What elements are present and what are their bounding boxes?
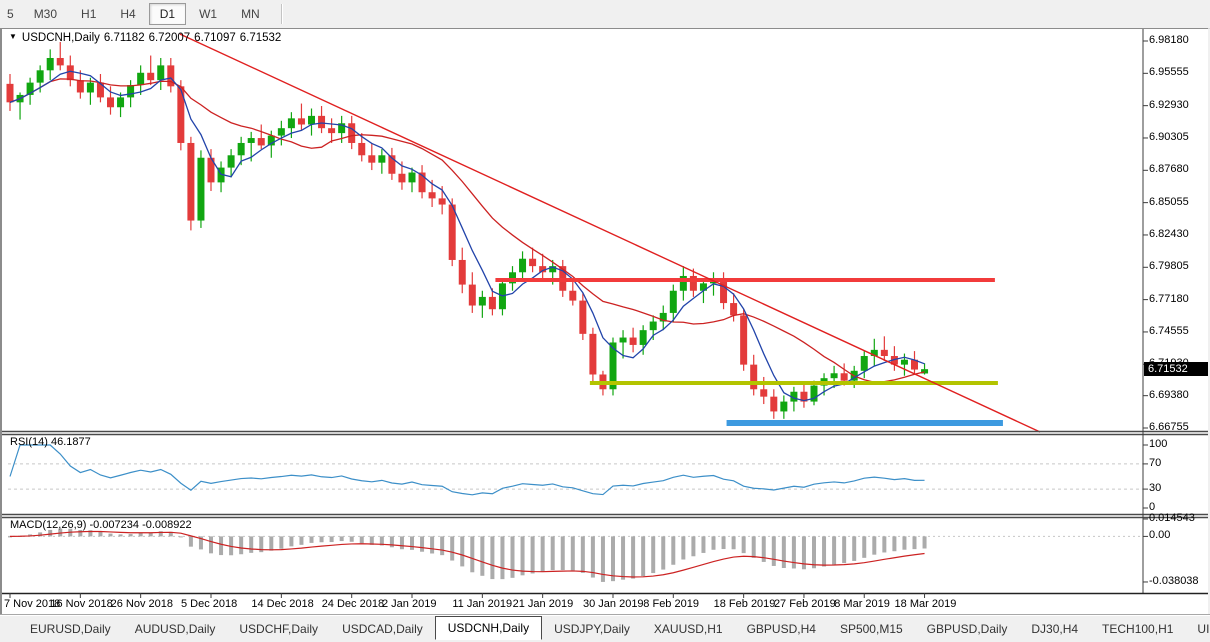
chart-tab-gbpusd-h4[interactable]: GBPUSD,H4 [746, 622, 816, 636]
timeframe-button-mn[interactable]: MN [241, 7, 260, 21]
date-axis-label: 26 Nov 2018 [110, 598, 174, 610]
chart-tab-usdcad-daily[interactable]: USDCAD,Daily [342, 622, 423, 636]
ohlc-low: 6.71097 [194, 32, 236, 44]
rsi-axis-label: 100 [1149, 438, 1168, 450]
chart-tab-sp500-m15[interactable]: SP500,M15 [839, 622, 903, 636]
chart-window: ▼ USDCNH,Daily 6.71182 6.72007 6.71097 6.7153… [0, 28, 1208, 616]
chart-tab-ui[interactable]: UI [1197, 622, 1210, 636]
chart-tab-dj30-h4[interactable]: DJ30,H4 [1031, 622, 1079, 636]
timeframe-button-h4[interactable]: H4 [120, 7, 136, 21]
price-axis-label: 6.77180 [1149, 292, 1189, 305]
timeframe-button-w1[interactable]: W1 [199, 7, 218, 21]
chart-tab-xauusd-h1[interactable]: XAUUSD,H1 [653, 622, 723, 636]
chart-title: ▼ USDCNH,Daily 6.71182 6.72007 6.71097 6.7153… [9, 32, 285, 44]
price-axis-label: 6.66755 [1149, 420, 1189, 433]
timeframe-button-d1[interactable]: D1 [148, 3, 187, 25]
toolbar-separator [280, 4, 283, 24]
chart-tab-gbpusd-daily[interactable]: GBPUSD,Daily [926, 622, 1008, 636]
chart-tab-usdjpy-daily[interactable]: USDJPY,Daily [554, 622, 630, 636]
rsi-axis-label: 70 [1149, 456, 1162, 469]
chart-tab-eurusd-daily[interactable]: EURUSD,Daily [30, 622, 111, 636]
price-axis-label: 6.87680 [1149, 163, 1189, 176]
date-axis-label: 27 Feb 2019 [773, 598, 836, 610]
price-axis-label: 6.79805 [1149, 260, 1189, 273]
price-axis-label: 6.85055 [1149, 195, 1189, 208]
macd-axis-label: -0.038038 [1149, 574, 1199, 587]
macd-axis-label: 0.014543 [1149, 512, 1195, 524]
rsi-axis-label: 30 [1149, 482, 1162, 495]
chart-dropdown-icon[interactable]: ▼ [9, 32, 17, 41]
date-axis-label: 11 Jan 2019 [452, 598, 513, 610]
timeframe-button-h1[interactable]: H1 [81, 7, 97, 21]
macd-label: MACD(12,26,9) -0.007234 -0.008922 [10, 519, 192, 531]
date-axis-label: 14 Dec 2018 [251, 598, 314, 610]
date-axis-label: 7 Nov 2018 [4, 598, 61, 610]
date-axis-label: 18 Mar 2019 [894, 598, 957, 610]
price-axis-label: 6.90305 [1149, 130, 1189, 143]
price-axis-label: 6.82430 [1149, 227, 1189, 240]
chart-tab-bar: EURUSD,Daily AUDUSD,Daily USDCHF,Daily USDC… [0, 615, 1210, 642]
chart-tab-audusd-daily[interactable]: AUDUSD,Daily [134, 622, 216, 636]
price-axis-label: 6.92930 [1149, 98, 1189, 111]
rsi-axis-label: 0 [1149, 501, 1156, 513]
chart-tab-usdcnh-daily[interactable]: USDCNH,Daily [434, 616, 543, 640]
ohlc-close: 6.71532 [239, 32, 282, 44]
price-axis-label: 6.98180 [1149, 34, 1189, 46]
chart-tab-usdchf-daily[interactable]: USDCHF,Daily [239, 622, 319, 636]
date-axis-label: 16 Nov 2018 [50, 598, 113, 610]
chart-symbol-label: USDCNH,Daily [21, 32, 100, 44]
date-axis-label: 24 Dec 2018 [321, 598, 385, 610]
price-chart-canvas[interactable] [2, 29, 1208, 613]
timeframe-toolbar: 5 M30 H1 H4 D1 W1 MN [0, 0, 1210, 29]
date-axis-label: 21 Jan 2019 [512, 598, 574, 610]
ohlc-high: 6.72007 [148, 32, 191, 44]
ohlc-open: 6.71182 [103, 32, 145, 44]
timeframe-button-5[interactable]: 5 [7, 7, 14, 21]
date-axis-label: 30 Jan 2019 [583, 598, 644, 610]
rsi-label: RSI(14) 46.1877 [10, 436, 91, 448]
date-axis-label: 8 Mar 2019 [834, 598, 890, 610]
macd-axis-label: 0.00 [1149, 529, 1171, 542]
price-axis-label: 6.95555 [1149, 66, 1189, 79]
date-axis-label: 5 Dec 2018 [181, 598, 238, 610]
timeframe-button-m30[interactable]: M30 [33, 7, 58, 21]
current-price-tag: 6.71532 [1144, 362, 1208, 377]
date-axis-label: 18 Feb 2019 [713, 598, 776, 610]
price-axis-label: 6.74555 [1149, 324, 1189, 337]
date-axis-label: 2 Jan 2019 [382, 598, 437, 610]
price-axis-label: 6.69380 [1149, 388, 1189, 401]
chart-tab-tech100-h1[interactable]: TECH100,H1 [1102, 622, 1174, 636]
date-axis-label: 8 Feb 2019 [643, 598, 699, 610]
